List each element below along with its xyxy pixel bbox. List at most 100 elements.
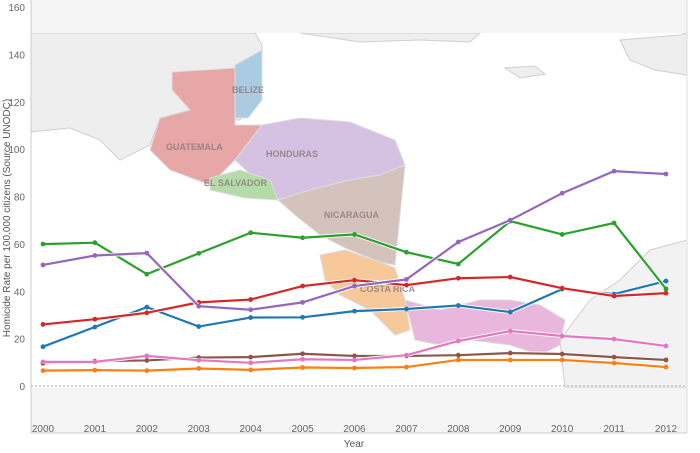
land-mexico xyxy=(30,32,263,161)
data-point[interactable] xyxy=(611,360,617,366)
data-point[interactable] xyxy=(559,285,565,291)
data-point[interactable] xyxy=(352,277,357,283)
upper-band xyxy=(31,0,687,33)
data-point[interactable] xyxy=(300,283,305,289)
data-point[interactable] xyxy=(196,366,202,371)
data-point[interactable] xyxy=(611,354,617,360)
data-point[interactable] xyxy=(404,282,409,288)
data-point[interactable] xyxy=(92,240,98,246)
data-point[interactable] xyxy=(455,261,461,267)
data-point[interactable] xyxy=(663,290,669,296)
data-point[interactable] xyxy=(404,249,409,255)
data-point[interactable] xyxy=(352,232,357,237)
map-label-nicaragua: NICARAGUA xyxy=(324,210,379,220)
data-point[interactable] xyxy=(92,367,98,373)
data-point[interactable] xyxy=(352,353,357,359)
data-point[interactable] xyxy=(507,309,513,315)
data-point[interactable] xyxy=(92,253,98,258)
data-point[interactable] xyxy=(663,364,669,370)
data-point[interactable] xyxy=(144,358,150,363)
data-point[interactable] xyxy=(404,277,409,282)
x-tick-label: 2000 xyxy=(32,424,55,435)
x-tick-label: 2011 xyxy=(603,424,625,435)
data-point[interactable] xyxy=(507,357,513,363)
data-point[interactable] xyxy=(196,324,202,329)
data-point[interactable] xyxy=(559,190,565,196)
data-point[interactable] xyxy=(300,314,305,320)
data-point[interactable] xyxy=(507,328,513,334)
data-point[interactable] xyxy=(196,303,202,309)
data-point[interactable] xyxy=(559,351,565,357)
data-point[interactable] xyxy=(144,353,150,359)
data-point[interactable] xyxy=(196,357,202,363)
data-point[interactable] xyxy=(40,241,46,247)
data-point[interactable] xyxy=(404,364,409,370)
data-point[interactable] xyxy=(40,368,46,374)
data-point[interactable] xyxy=(455,338,461,344)
data-point[interactable] xyxy=(144,271,150,277)
data-point[interactable] xyxy=(300,351,305,357)
data-point[interactable] xyxy=(248,297,254,302)
data-point[interactable] xyxy=(248,315,254,320)
data-point[interactable] xyxy=(248,230,254,236)
x-tick-label: 2012 xyxy=(655,424,678,435)
data-point[interactable] xyxy=(144,310,150,316)
data-point[interactable] xyxy=(455,275,461,281)
data-point[interactable] xyxy=(300,365,305,370)
data-point[interactable] xyxy=(404,352,409,358)
data-point[interactable] xyxy=(248,360,254,366)
data-point[interactable] xyxy=(40,322,46,327)
data-point[interactable] xyxy=(40,262,46,268)
x-tick-label: 2002 xyxy=(136,424,159,435)
data-point[interactable] xyxy=(300,235,305,241)
data-point[interactable] xyxy=(92,316,98,322)
land-jamaica xyxy=(503,65,547,79)
data-point[interactable] xyxy=(455,303,461,308)
series-5 xyxy=(40,350,669,366)
data-point[interactable] xyxy=(507,274,513,280)
data-point[interactable] xyxy=(248,354,254,360)
data-point[interactable] xyxy=(455,239,461,245)
data-point[interactable] xyxy=(663,343,669,349)
data-point[interactable] xyxy=(92,324,98,330)
data-point[interactable] xyxy=(559,232,565,237)
data-point[interactable] xyxy=(455,357,461,363)
data-point[interactable] xyxy=(663,278,669,284)
data-point[interactable] xyxy=(352,283,357,289)
data-point[interactable] xyxy=(40,359,46,365)
data-point[interactable] xyxy=(559,333,565,339)
data-point[interactable] xyxy=(248,367,254,373)
data-point[interactable] xyxy=(663,171,669,177)
data-point[interactable] xyxy=(40,344,46,350)
data-point[interactable] xyxy=(144,250,150,256)
data-point[interactable] xyxy=(352,365,357,371)
data-point[interactable] xyxy=(611,220,617,226)
data-point[interactable] xyxy=(248,307,254,313)
data-point[interactable] xyxy=(144,368,150,374)
y-tick-label: 0 xyxy=(19,382,25,393)
map-label-costa-rica: COSTA RICA xyxy=(360,284,415,294)
data-point[interactable] xyxy=(507,350,513,356)
data-point[interactable] xyxy=(300,356,305,362)
data-point[interactable] xyxy=(611,293,617,299)
series-1 xyxy=(40,357,669,374)
data-point[interactable] xyxy=(144,304,150,310)
data-point[interactable] xyxy=(559,357,565,363)
data-point[interactable] xyxy=(507,217,513,223)
data-point[interactable] xyxy=(196,250,202,256)
data-point[interactable] xyxy=(300,299,305,305)
x-axis-label: Year xyxy=(344,439,365,450)
data-point[interactable] xyxy=(92,359,98,365)
lower-band xyxy=(31,388,687,433)
data-point[interactable] xyxy=(663,286,669,292)
data-point[interactable] xyxy=(663,357,669,363)
data-point[interactable] xyxy=(455,352,461,358)
data-point[interactable] xyxy=(352,308,357,314)
data-point[interactable] xyxy=(404,306,409,312)
data-point[interactable] xyxy=(611,336,617,342)
y-tick-label: 160 xyxy=(8,3,25,14)
data-point[interactable] xyxy=(352,357,357,363)
data-point[interactable] xyxy=(611,168,617,174)
series-2 xyxy=(40,218,669,292)
